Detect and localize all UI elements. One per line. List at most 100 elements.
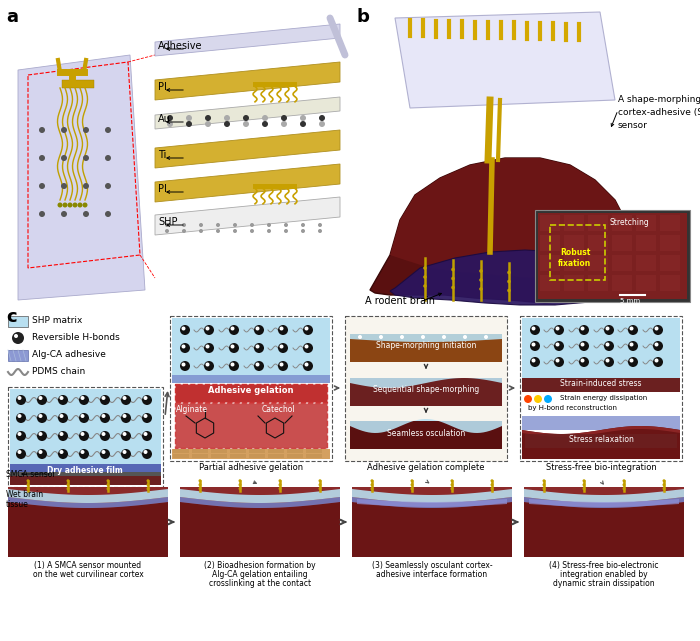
Polygon shape	[18, 55, 145, 300]
Bar	[612, 215, 632, 231]
Circle shape	[491, 479, 494, 482]
Circle shape	[229, 325, 239, 335]
Circle shape	[531, 358, 536, 363]
Circle shape	[256, 363, 260, 367]
Bar	[612, 275, 632, 291]
Circle shape	[80, 396, 85, 400]
Circle shape	[319, 115, 325, 121]
Circle shape	[579, 357, 589, 367]
Bar	[538, 213, 687, 299]
Text: integration enabled by: integration enabled by	[560, 570, 648, 579]
Circle shape	[79, 395, 89, 405]
Bar	[660, 215, 680, 231]
Circle shape	[279, 363, 284, 367]
Circle shape	[582, 487, 585, 490]
Circle shape	[452, 268, 455, 271]
Circle shape	[622, 479, 626, 482]
Bar	[8, 316, 28, 327]
Bar	[180, 487, 340, 557]
Circle shape	[180, 361, 190, 371]
Text: tissue: tissue	[6, 500, 29, 509]
Bar	[540, 275, 560, 291]
Bar	[564, 255, 584, 271]
Text: 5 mm: 5 mm	[620, 298, 640, 304]
Circle shape	[279, 326, 284, 331]
Polygon shape	[390, 250, 625, 305]
Circle shape	[239, 487, 241, 490]
Circle shape	[205, 115, 211, 121]
Circle shape	[233, 223, 237, 227]
Bar	[564, 235, 584, 251]
Circle shape	[80, 450, 85, 454]
Circle shape	[622, 483, 626, 487]
Bar	[636, 255, 656, 271]
Circle shape	[16, 431, 26, 441]
Circle shape	[121, 449, 131, 459]
Circle shape	[224, 115, 230, 121]
Bar	[636, 235, 656, 251]
Circle shape	[410, 487, 414, 490]
Bar	[172, 318, 330, 383]
Circle shape	[61, 155, 67, 161]
Circle shape	[38, 414, 43, 418]
Circle shape	[16, 395, 26, 405]
Circle shape	[250, 229, 254, 233]
Circle shape	[592, 275, 595, 279]
Circle shape	[146, 483, 150, 487]
Text: Wet brain: Wet brain	[6, 490, 43, 499]
Bar	[588, 235, 608, 251]
Text: Alg-CA gelation entailing: Alg-CA gelation entailing	[212, 570, 308, 579]
Text: on the wet curvilinear cortex: on the wet curvilinear cortex	[33, 570, 143, 579]
Circle shape	[579, 341, 589, 351]
Circle shape	[628, 357, 638, 367]
Circle shape	[144, 396, 148, 400]
Bar	[588, 215, 608, 231]
Bar	[10, 476, 161, 485]
Circle shape	[106, 487, 109, 490]
Polygon shape	[390, 158, 628, 278]
Circle shape	[144, 432, 148, 436]
Bar	[230, 449, 246, 453]
Text: SHP: SHP	[158, 217, 178, 227]
Text: (3) Seamlessly osculant cortex-: (3) Seamlessly osculant cortex-	[372, 561, 492, 570]
Circle shape	[142, 413, 152, 423]
Circle shape	[38, 396, 43, 400]
Polygon shape	[155, 197, 340, 235]
Circle shape	[61, 183, 67, 189]
Circle shape	[424, 284, 427, 288]
Bar	[550, 225, 605, 280]
Circle shape	[206, 344, 209, 349]
Circle shape	[256, 344, 260, 349]
Circle shape	[37, 395, 47, 405]
Bar	[564, 215, 584, 231]
Bar	[352, 487, 512, 557]
Circle shape	[186, 115, 192, 121]
Bar	[564, 275, 584, 291]
Polygon shape	[155, 62, 340, 100]
Circle shape	[278, 343, 288, 353]
Bar	[524, 487, 684, 557]
Circle shape	[556, 326, 559, 331]
Bar	[660, 275, 680, 291]
Circle shape	[16, 449, 26, 459]
Circle shape	[451, 479, 454, 482]
Circle shape	[284, 223, 288, 227]
Circle shape	[100, 413, 110, 423]
Circle shape	[484, 335, 488, 339]
Circle shape	[319, 121, 325, 127]
Circle shape	[379, 335, 383, 339]
Circle shape	[233, 229, 237, 233]
Circle shape	[39, 127, 45, 133]
Circle shape	[58, 449, 68, 459]
Circle shape	[370, 483, 374, 487]
Circle shape	[654, 358, 659, 363]
Circle shape	[580, 342, 584, 347]
Circle shape	[281, 115, 287, 121]
Text: Adhesive gelation complete: Adhesive gelation complete	[368, 463, 484, 472]
Bar	[10, 464, 161, 472]
Bar	[636, 215, 656, 231]
Circle shape	[267, 223, 271, 227]
Circle shape	[662, 487, 666, 490]
Circle shape	[279, 479, 281, 482]
Circle shape	[556, 342, 559, 347]
